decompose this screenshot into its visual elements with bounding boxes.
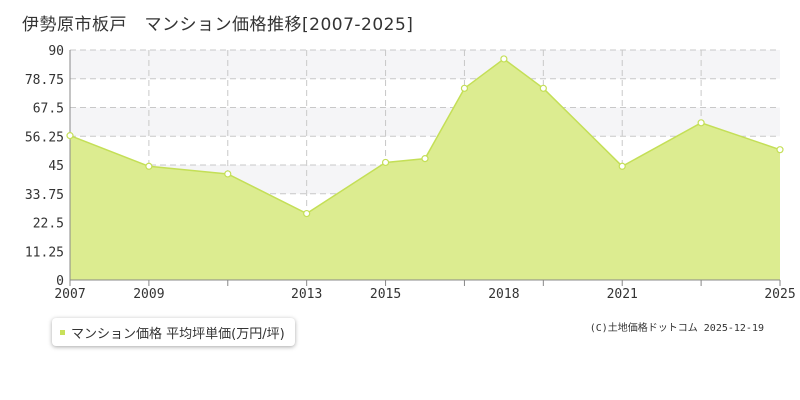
- y-tick-label: 90: [48, 44, 64, 59]
- y-tick-label: 22.5: [33, 217, 64, 232]
- chart-title: 伊勢原市板戸 マンション価格推移[2007-2025]: [22, 15, 414, 35]
- y-tick-label: 78.75: [25, 73, 64, 88]
- legend: マンション価格 平均坪単価(万円/坪): [52, 318, 295, 346]
- x-tick-labels: 2007 2009 2013 2015 2018 2021 2025: [54, 287, 795, 302]
- grid-band: [70, 50, 780, 79]
- y-tick-labels: 0 11.25 22.5 33.75 45 56.25 67.5 78.75 90: [25, 44, 64, 289]
- data-points: [66, 55, 784, 218]
- y-tick-label: 45: [48, 159, 64, 174]
- x-tick-label: 2021: [607, 287, 638, 302]
- data-point: [776, 146, 784, 154]
- data-point: [539, 84, 547, 92]
- x-tick-label: 2009: [133, 287, 164, 302]
- data-point: [303, 209, 311, 218]
- x-tick-label: 2007: [54, 287, 85, 302]
- y-tick-label: 0: [56, 274, 64, 289]
- series-line: [69, 58, 781, 215]
- y-tick-label: 11.25: [25, 245, 64, 260]
- area-series: [69, 58, 781, 280]
- y-tick-label: 67.5: [33, 102, 64, 117]
- x-tick-label: 2025: [764, 287, 795, 302]
- x-tick-label: 2018: [488, 287, 519, 302]
- data-point: [145, 162, 153, 170]
- legend-swatch: [60, 329, 65, 335]
- data-point: [500, 55, 508, 63]
- grid-band: [70, 107, 780, 137]
- y-tick-label: 56.25: [25, 130, 64, 145]
- y-tick-label: 33.75: [25, 188, 64, 203]
- data-point: [66, 132, 74, 140]
- data-point: [618, 162, 626, 170]
- credit-text: (C)土地価格ドットコム 2025-12-19: [589, 323, 764, 334]
- axes: [69, 50, 781, 286]
- data-point: [697, 119, 705, 127]
- data-point: [224, 170, 232, 178]
- data-point: [421, 155, 429, 163]
- x-tick-label: 2013: [291, 287, 322, 302]
- legend-label: マンション価格 平均坪単価(万円/坪): [71, 326, 285, 342]
- x-tick-label: 2015: [370, 287, 401, 302]
- area-fill: [70, 58, 780, 280]
- data-point: [381, 158, 390, 167]
- data-point: [460, 84, 469, 92]
